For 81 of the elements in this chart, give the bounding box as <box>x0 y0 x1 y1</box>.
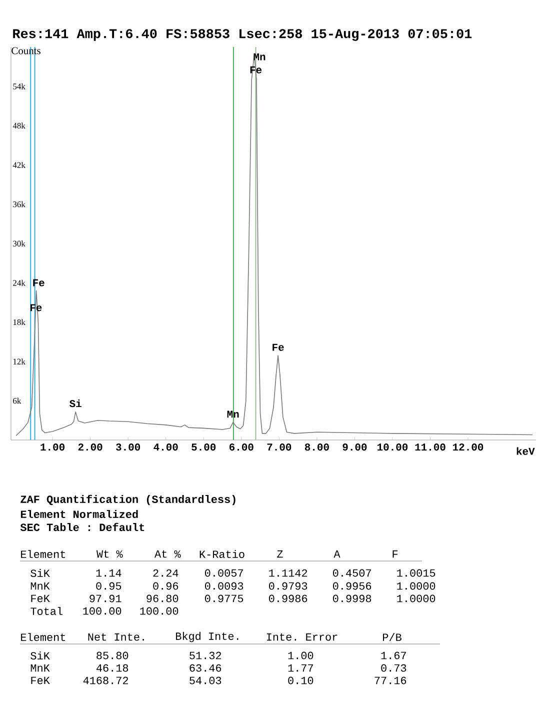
text: Element <box>21 550 66 558</box>
text: 100.00 <box>83 607 122 615</box>
text: SiK <box>30 568 50 578</box>
text: 46.18 <box>96 664 128 672</box>
y-tick-label: 30k <box>13 240 26 246</box>
text: Element Normalized <box>20 510 138 518</box>
text: A <box>334 550 340 558</box>
y-tick-label: 12k <box>13 358 26 364</box>
y-tick-label: 36k <box>13 201 26 208</box>
text: Element <box>21 632 66 642</box>
text: 85.80 <box>96 652 128 660</box>
x-tick-label: 2.00 <box>78 444 102 451</box>
y-tick-label: 54k <box>13 83 26 90</box>
annotation: Fe <box>272 344 284 351</box>
text: 0.9986 <box>269 594 308 602</box>
text: 1.0000 <box>397 594 436 602</box>
text: 63.46 <box>190 664 222 672</box>
text: 1.00 <box>288 652 314 660</box>
x-axis-title: keV <box>516 447 535 455</box>
x-tick-label: 8.00 <box>304 444 329 451</box>
x-tick-label: 11.00 <box>415 444 446 451</box>
text: At % <box>154 550 181 558</box>
text: Net Inte. <box>88 633 144 641</box>
text: 4168.72 <box>83 676 128 684</box>
text: FeK <box>31 594 50 602</box>
text: 0.95 <box>96 582 122 590</box>
text: 0.73 <box>381 664 406 672</box>
y-tick-label: 24k <box>13 280 26 286</box>
y-tick-label: 48k <box>12 122 26 129</box>
text: 1.67 <box>381 652 406 660</box>
text: 1.0015 <box>397 569 436 577</box>
y-tick-label: 6k <box>13 398 22 404</box>
text: P/B <box>383 632 402 642</box>
x-tick-label: 4.00 <box>154 444 178 451</box>
text: 96.80 <box>146 594 178 602</box>
text: 97.91 <box>90 594 122 602</box>
text: 77.16 <box>374 676 406 684</box>
text: 0.10 <box>288 676 314 684</box>
x-tick-label: 6.00 <box>229 444 254 451</box>
text: 0.9956 <box>333 582 372 590</box>
text: 0.4507 <box>333 569 371 577</box>
y-tick-label: 18k <box>13 319 26 326</box>
annotation: Fe <box>250 66 262 74</box>
text: ZAF Quantification (Standardless) <box>20 494 236 506</box>
y-tick-label: 42k <box>12 162 26 168</box>
text: Bkgd Inte. <box>176 632 238 642</box>
x-tick-label: 12.00 <box>453 444 484 451</box>
text: 54.03 <box>190 676 222 684</box>
text: K-Ratio <box>200 550 244 558</box>
text: SiK <box>30 651 50 660</box>
x-tick-label: 7.00 <box>267 444 292 451</box>
text: 0.0057 <box>205 569 243 577</box>
text: FeK <box>31 676 50 684</box>
text: Inte. Error <box>266 633 338 641</box>
text: Z <box>277 550 283 558</box>
text: 2.24 <box>153 569 178 577</box>
text: 0.0093 <box>205 582 244 590</box>
x-tick-label: 10.00 <box>377 444 408 451</box>
text: 0.9793 <box>269 582 308 590</box>
text: 1.1142 <box>269 569 308 577</box>
text: 1.0000 <box>397 582 436 590</box>
x-tick-label: 5.00 <box>192 444 216 451</box>
text: Total <box>30 606 62 616</box>
text: F <box>392 550 398 558</box>
x-tick-label: 9.00 <box>342 444 367 451</box>
text: Wt % <box>96 550 123 558</box>
text: 0.9998 <box>333 594 372 602</box>
text: 0.9775 <box>205 594 244 602</box>
annotation: Si <box>69 399 82 408</box>
text: 1.77 <box>288 664 313 672</box>
text: SEC Table : Default <box>20 522 144 532</box>
text: MnK <box>30 582 50 590</box>
x-tick-label: 1.00 <box>40 444 64 451</box>
annotation: Mn <box>254 53 266 60</box>
text: 51.32 <box>190 652 222 660</box>
text: 0.96 <box>153 582 178 590</box>
text: MnK <box>30 664 50 672</box>
x-tick-label: 3.00 <box>116 444 140 451</box>
chart-title: Res:141 Amp.T:6.40 FS:58853 Lsec:258 15-Aug-2013 07:05:01 <box>13 29 472 41</box>
text: 1.14 <box>96 569 122 577</box>
text: 100.00 <box>140 607 178 615</box>
